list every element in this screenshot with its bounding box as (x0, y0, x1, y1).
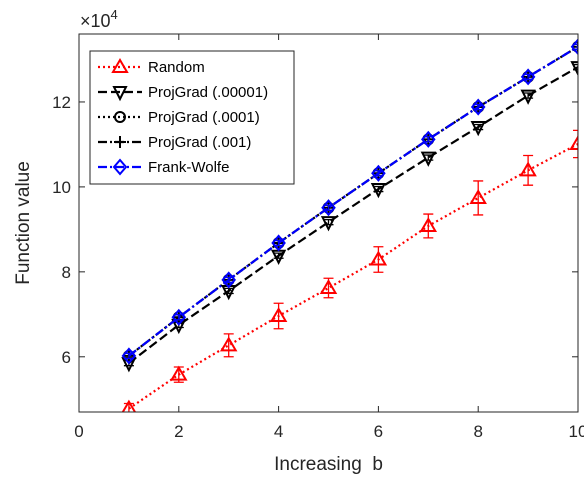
legend-label: ProjGrad (.0001) (148, 109, 260, 126)
y-exponent-label: ×104 (80, 7, 118, 31)
error-bar (523, 154, 534, 186)
x-tick-label: 6 (374, 422, 383, 441)
y-tick-label: 12 (52, 93, 71, 112)
series-4 (121, 38, 578, 365)
data-point (320, 216, 337, 232)
x-tick-label: 2 (174, 422, 183, 441)
data-point (520, 89, 536, 105)
y-tick-label: 10 (52, 178, 71, 197)
legend-label: ProjGrad (.001) (148, 134, 251, 151)
data-point (369, 250, 388, 266)
data-point (370, 183, 387, 199)
plot-frame (78, 33, 579, 413)
legend-label: Frank-Wolfe (148, 159, 229, 176)
y-axis-label: Function value (13, 161, 34, 285)
x-tick-label: 4 (274, 422, 283, 441)
error-bar (573, 129, 578, 159)
data-point (121, 399, 137, 412)
legend-item-1: ProjGrad (.00001) (98, 84, 268, 102)
legend-label: ProjGrad (.00001) (148, 84, 268, 101)
x-tick-label: 0 (74, 422, 83, 441)
series-0 (121, 129, 578, 412)
legend-label: Random (148, 59, 205, 76)
data-point (321, 199, 336, 217)
data-point (219, 336, 238, 352)
exponent-base: ×10 (80, 11, 111, 31)
legend-marker (114, 136, 126, 148)
axes-layer: 0 2 4 6 8 10 6 8 10 12 (52, 34, 584, 441)
legend-marker (114, 111, 126, 123)
y-tick-label: 8 (62, 263, 71, 282)
legend-marker (112, 158, 128, 176)
data-point (171, 308, 187, 326)
data-point (519, 161, 537, 177)
legend-item-3: ProjGrad (.001) (98, 134, 251, 151)
data-point (419, 216, 438, 232)
x-axis-label: Increasing b (274, 454, 383, 475)
data-point (570, 38, 578, 56)
data-point (470, 121, 486, 137)
data-point (469, 188, 487, 204)
legend-marker (112, 86, 128, 102)
data-point (371, 164, 386, 182)
series-line-1 (128, 66, 578, 365)
legend: Random ProjGrad (.00001) ProjGrad (.0001) P… (89, 50, 295, 185)
data-point (319, 278, 338, 294)
data-point (470, 98, 486, 116)
data-point (420, 130, 436, 148)
error-bar (473, 180, 484, 216)
data-point (269, 307, 288, 323)
data-point (420, 151, 436, 167)
x-tick-label: 8 (473, 422, 482, 441)
series-line-4 (128, 45, 578, 357)
series-group (121, 38, 578, 412)
data-point (569, 135, 578, 151)
exponent-power: 4 (111, 7, 118, 22)
legend-marker (111, 58, 129, 73)
data-point (221, 271, 237, 289)
data-point (520, 68, 536, 86)
x-tick-label: 10 (569, 422, 584, 441)
data-point (170, 365, 188, 381)
legend-item-0: Random (98, 58, 205, 76)
data-point (121, 347, 137, 365)
series-line-0 (128, 143, 578, 410)
plot-layer (121, 38, 578, 412)
data-point (572, 40, 578, 53)
data-point (271, 234, 286, 252)
legend-item-4: Frank-Wolfe (98, 158, 229, 176)
legend-item-2: ProjGrad (.0001) (98, 109, 260, 126)
y-tick-label: 6 (62, 348, 71, 367)
data-point (570, 61, 578, 77)
